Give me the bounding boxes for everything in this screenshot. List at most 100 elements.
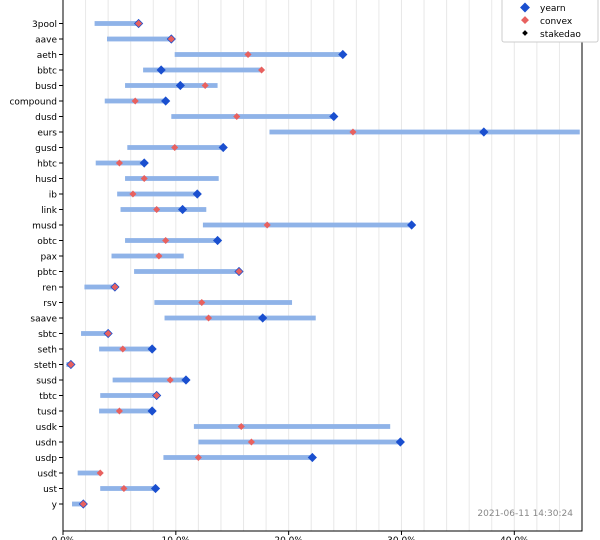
yearn-marker-usdn	[395, 437, 405, 447]
convex-marker-saave	[205, 314, 213, 322]
legend-marker-stakedao	[522, 30, 528, 36]
range-bar-usdn	[198, 439, 402, 445]
x-tick-label: 40.0%	[500, 536, 529, 540]
yearn-marker-usdp	[307, 452, 317, 463]
range-bar-eurs	[269, 129, 580, 135]
convex-marker-obtc	[162, 236, 170, 245]
convex-marker-susd	[166, 376, 174, 384]
range-bar-musd	[202, 222, 413, 228]
convex-marker-tbtc	[153, 391, 161, 400]
yearn-marker-compound	[161, 96, 171, 106]
legend-entry-yearn: yearn	[520, 2, 566, 14]
convex-marker-gusd	[171, 143, 179, 152]
yearn-marker-tusd	[147, 406, 157, 416]
range-bar-rsv	[154, 300, 293, 305]
y-tick-label-obtc: obtc	[37, 237, 57, 247]
yearn-marker-eurs	[479, 127, 489, 137]
y-tick-label-aave: aave	[35, 36, 57, 46]
convex-marker-aave	[167, 35, 175, 43]
plot-frame	[62, 0, 583, 532]
convex-marker-sbtc	[104, 329, 112, 338]
yearn-marker-ib	[192, 189, 202, 199]
convex-marker-y	[79, 500, 87, 508]
yearn-marker-seth	[147, 344, 157, 354]
range-bar-sbtc	[81, 331, 110, 336]
x-tick-label: 20.0%	[274, 536, 303, 540]
y-tick-label-ib: ib	[49, 191, 58, 201]
y-axis: 3pool aave aeth bbtc busd compound dusd eurs gus…	[9, 20, 63, 511]
range-bar-tbtc	[100, 393, 158, 398]
yearn-marker-gusd	[218, 142, 228, 153]
y-tick-label-usdp: usdp	[35, 454, 57, 464]
y-tick-label-tusd: tusd	[37, 408, 57, 418]
yearn-marker-susd	[181, 375, 191, 385]
y-tick-label-usdt: usdt	[37, 470, 57, 480]
convex-marker-bbtc	[258, 66, 266, 74]
range-bar-ren	[84, 284, 117, 290]
range-bar-aave	[107, 36, 173, 42]
y-tick-label-saave: saave	[30, 315, 57, 325]
y-tick-label-husd: husd	[35, 175, 57, 185]
range-bar-aeth	[174, 52, 344, 57]
yearn-marker-hbtc	[139, 158, 149, 168]
convex-marker-pbtc	[235, 267, 243, 276]
convex-marker-ust	[120, 484, 128, 493]
y-tick-label-ust: ust	[43, 485, 57, 495]
x-axis: 0.0% 10.0% 20.0% 30.0% 40.0%	[52, 531, 529, 540]
convex-marker-busd	[201, 81, 209, 90]
yearn-marker-link	[177, 204, 188, 215]
range-bar-ib	[117, 191, 199, 197]
y-tick-label-ren: ren	[42, 284, 57, 294]
y-tick-label-pax: pax	[40, 253, 57, 263]
convex-marker-hbtc	[115, 159, 123, 167]
convex-marker-rsv	[198, 298, 206, 307]
y-tick-label-usdn: usdn	[35, 439, 57, 449]
grid	[85, 0, 560, 531]
yearn-marker-musd	[407, 220, 417, 230]
convex-marker-3pool	[135, 19, 143, 28]
y-tick-label-steth: steth	[34, 361, 57, 371]
legend: yearn convex stakedao	[501, 0, 599, 43]
convex-marker-steth	[67, 360, 75, 369]
y-tick-label-rsv: rsv	[43, 299, 57, 309]
range-bar-link	[120, 207, 207, 212]
y-tick-label-eurs: eurs	[37, 129, 57, 139]
range-bar-susd	[112, 377, 188, 383]
y-tick-label-seth: seth	[38, 346, 57, 356]
y-tick-label-y: y	[52, 501, 58, 511]
convex-marker-husd	[140, 174, 148, 183]
yearn-marker-ust	[150, 483, 161, 494]
convex-marker-usdt	[96, 469, 104, 477]
yearn-marker-bbtc	[156, 65, 166, 75]
yearn-marker-dusd	[329, 111, 339, 122]
convex-marker-eurs	[349, 128, 357, 136]
range-bar-usdk	[193, 424, 391, 429]
range-bar-bbtc	[143, 67, 263, 73]
range-bar-tusd	[99, 408, 154, 414]
range-bar-3pool	[94, 21, 140, 26]
convex-marker-dusd	[233, 112, 241, 121]
y-tick-label-busd: busd	[35, 82, 57, 92]
y-tick-label-bbtc: bbtc	[37, 67, 57, 77]
convex-marker-seth	[119, 345, 127, 353]
y-tick-label-compound: compound	[9, 98, 57, 108]
legend-entry-stakedao: stakedao	[522, 30, 581, 40]
y-tick-label-gusd: gusd	[35, 144, 57, 154]
y-tick-label-dusd: dusd	[35, 113, 57, 123]
yearn-marker-obtc	[212, 235, 223, 246]
yearn-marker-saave	[258, 313, 268, 323]
legend-label-convex: convex	[540, 17, 573, 27]
convex-marker-aeth	[244, 50, 252, 59]
range-bar-husd	[125, 176, 219, 181]
convex-marker-ren	[111, 283, 119, 291]
range-bar-busd	[125, 83, 218, 88]
range-bar-pbtc	[134, 269, 241, 274]
range-bar-usdp	[163, 455, 314, 460]
markers	[66, 18, 489, 509]
convex-marker-pax	[155, 252, 163, 260]
x-tick-label: 0.0%	[52, 536, 75, 540]
y-tick-label-sbtc: sbtc	[38, 330, 57, 340]
y-tick-label-link: link	[41, 206, 58, 216]
y-tick-label-usdk: usdk	[36, 423, 58, 433]
